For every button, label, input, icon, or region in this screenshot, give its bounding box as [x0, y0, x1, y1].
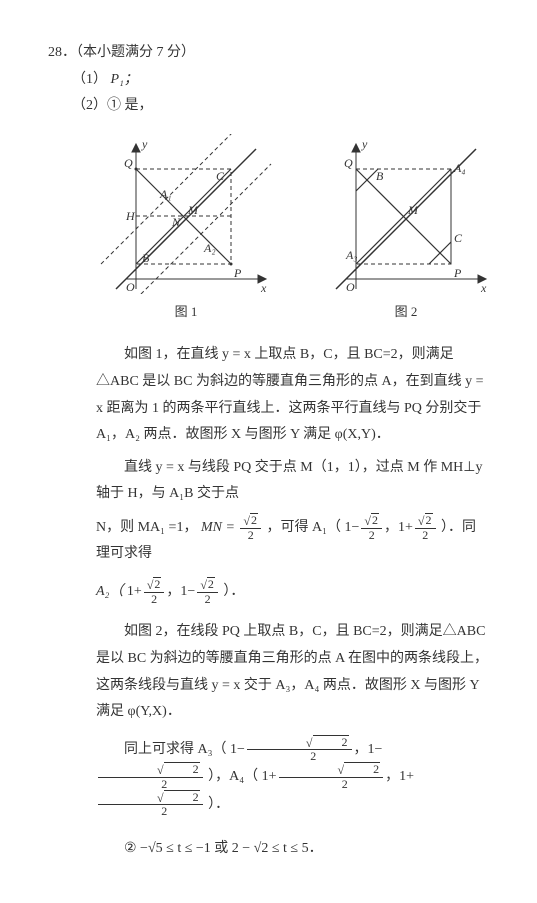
svg-text:A₁: A₁: [159, 187, 172, 201]
svg-text:Q: Q: [344, 156, 353, 170]
part-1: （1） P₁；: [48, 67, 489, 94]
svg-text:x: x: [260, 281, 267, 294]
svg-text:M: M: [187, 203, 199, 217]
p2b-tail: ，可得 A₁（: [267, 520, 342, 535]
svg-text:N: N: [171, 215, 181, 229]
solution-body: 如图 1，在直线 y = x 上取点 B，C，且 BC=2，则满足△ABC 是以…: [48, 342, 489, 862]
part-2-2: ② −√5 ≤ t ≤ −1 或 2 − √2 ≤ t ≤ 5．: [96, 836, 489, 863]
svg-text:O: O: [126, 280, 135, 294]
part-2-1: （2）① 是，: [48, 93, 489, 120]
paragraph-4: 如图 2，在线段 PQ 上取点 B，C，且 BC=2，则满足△ABC 是以 BC…: [96, 619, 489, 725]
paragraph-2b: N，则 MA₁ =1， MN = 22 ，可得 A₁（ 1−22，1+22 ）．…: [96, 514, 489, 568]
svg-text:x: x: [480, 281, 487, 294]
svg-text:y: y: [361, 137, 368, 151]
figure-1: x y Q C M N H A₁ A₂ B P O 图 1: [96, 134, 276, 325]
figure-1-svg: x y Q C M N H A₁ A₂ B P O: [96, 134, 276, 294]
p3-end: ）．: [223, 584, 244, 599]
frac-d: 22: [144, 578, 165, 605]
svg-text:A₂: A₂: [203, 241, 216, 255]
paragraph-1: 如图 1，在直线 y = x 上取点 B，C，且 BC=2，则满足△ABC 是以…: [96, 342, 489, 448]
paragraph-3: A₂（ 1+22，1−22 ）．: [96, 578, 489, 605]
paragraph-2a: 直线 y = x 与线段 PQ 交于点 M（1，1），过点 M 作 MH⊥y 轴…: [96, 455, 489, 508]
part-1-text: P₁；: [111, 72, 138, 87]
frac-h: 22: [279, 763, 384, 790]
figure-1-caption: 图 1: [96, 300, 276, 325]
svg-text:O: O: [346, 280, 355, 294]
figure-2: x y Q B A₄ M A₃ C P O 图 2: [316, 134, 496, 325]
svg-text:Q: Q: [124, 156, 133, 170]
frac-sqrt2-2-a: 22: [240, 514, 261, 541]
svg-text:y: y: [141, 137, 148, 151]
p5-mid: ），A₄（: [208, 769, 258, 784]
a1-coord: 1−: [345, 520, 360, 535]
svg-text:M: M: [407, 203, 419, 217]
frac-b: 22: [361, 514, 382, 541]
svg-text:P: P: [453, 266, 462, 280]
frac-g: 22: [98, 763, 203, 790]
svg-text:B: B: [142, 251, 150, 265]
mn-eq: MN =: [201, 520, 238, 535]
svg-text:C: C: [454, 231, 463, 245]
figures-row: x y Q C M N H A₁ A₂ B P O 图 1: [48, 134, 489, 325]
frac-c: 22: [415, 514, 436, 541]
question-number: 28．（本小题满分 7 分）: [48, 40, 489, 67]
svg-text:C: C: [216, 169, 225, 183]
a2-label: A₂（: [96, 584, 123, 599]
figure-2-caption: 图 2: [316, 300, 496, 325]
p5-prefix: 同上可求得 A₃（: [124, 742, 227, 757]
svg-text:H: H: [125, 209, 136, 223]
svg-text:P: P: [233, 266, 242, 280]
p2b-prefix: N，则 MA₁ =1，: [96, 520, 197, 535]
svg-text:A₃: A₃: [345, 248, 358, 262]
part-1-label: （1）: [72, 72, 107, 87]
paragraph-5: 同上可求得 A₃（ 1−22，1−22 ），A₄（ 1+22，1+22 ）．: [96, 736, 489, 818]
figure-2-svg: x y Q B A₄ M A₃ C P O: [316, 134, 496, 294]
svg-text:B: B: [376, 169, 384, 183]
frac-e: 22: [197, 578, 218, 605]
svg-text:A₄: A₄: [453, 161, 466, 175]
p5-end: ）．: [208, 796, 229, 811]
frac-i: 22: [98, 791, 203, 818]
frac-f: 22: [247, 736, 352, 763]
